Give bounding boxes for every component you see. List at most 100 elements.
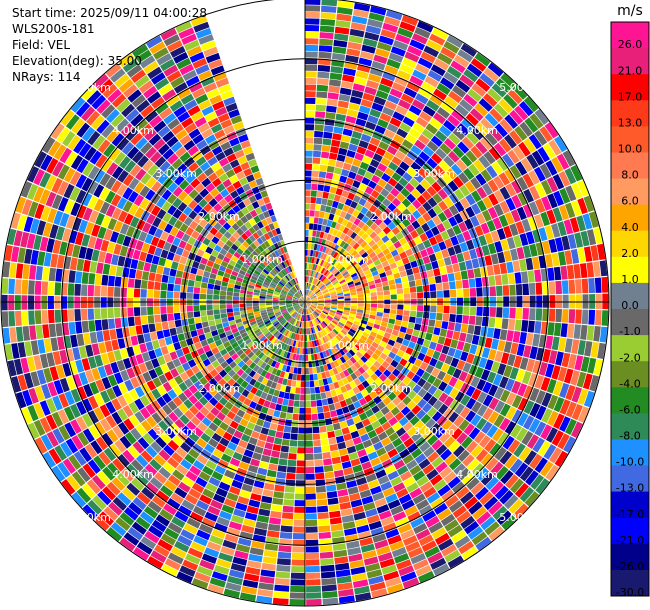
range-gate-cell	[314, 459, 324, 467]
range-gate-cell	[475, 417, 488, 431]
range-gate-cell	[315, 230, 321, 238]
range-gate-cell	[275, 227, 282, 235]
range-gate-cell	[395, 105, 408, 116]
range-gate-cell	[329, 289, 336, 293]
range-gate-cell	[33, 186, 45, 203]
range-gate-cell	[411, 99, 426, 111]
range-gate-cell	[357, 449, 367, 458]
range-gate-cell	[545, 335, 554, 350]
range-gate-cell	[111, 166, 124, 180]
range-gate-cell	[182, 559, 199, 571]
range-gate-cell	[126, 482, 141, 496]
range-gate-cell	[291, 559, 305, 566]
range-gate-cell	[441, 172, 452, 184]
range-gate-cell	[223, 498, 237, 508]
range-gate-cell	[193, 311, 201, 318]
range-gate-cell	[310, 313, 315, 320]
range-ring-label: 3.00km	[155, 425, 197, 438]
range-gate-cell	[220, 290, 227, 296]
range-gate-cell	[387, 470, 400, 481]
range-gate-cell	[449, 387, 459, 399]
range-gate-cell	[110, 522, 127, 537]
range-gate-cell	[570, 421, 583, 438]
range-gate-cell	[557, 366, 568, 382]
range-gate-cell	[318, 323, 324, 330]
range-gate-cell	[300, 302, 305, 307]
range-gate-cell	[245, 566, 261, 576]
range-gate-cell	[168, 411, 179, 423]
range-gate-cell	[540, 211, 551, 227]
range-gate-cell	[409, 286, 417, 293]
range-gate-cell	[353, 320, 361, 326]
range-gate-cell	[305, 157, 313, 164]
range-gate-cell	[147, 164, 159, 176]
range-gate-cell	[431, 527, 447, 540]
range-gate-cell	[323, 125, 334, 133]
range-gate-cell	[209, 227, 218, 236]
range-gate-cell	[236, 424, 246, 433]
range-gate-cell	[234, 284, 241, 290]
range-gate-cell	[257, 245, 265, 253]
range-gate-cell	[74, 232, 84, 246]
range-gate-cell	[300, 314, 303, 321]
range-gate-cell	[411, 188, 421, 199]
range-gate-cell	[167, 400, 178, 411]
range-gate-cell	[93, 407, 105, 421]
range-gate-cell	[561, 280, 569, 294]
range-gate-cell	[245, 359, 253, 367]
range-gate-cell	[266, 298, 273, 302]
range-gate-cell	[312, 347, 317, 354]
range-gate-cell	[514, 125, 528, 141]
range-gate-cell	[264, 442, 274, 450]
range-gate-cell	[286, 295, 293, 299]
range-gate-cell	[260, 311, 268, 316]
range-gate-cell	[306, 308, 309, 315]
range-gate-cell	[375, 315, 383, 321]
range-gate-cell	[144, 360, 154, 371]
range-gate-cell	[322, 277, 328, 283]
range-gate-cell	[111, 133, 125, 147]
range-gate-cell	[411, 448, 423, 459]
range-gate-cell	[293, 297, 299, 300]
range-gate-cell	[303, 308, 305, 315]
range-gate-cell	[436, 290, 444, 298]
range-ring-label: 5.00km	[69, 511, 111, 524]
range-gate-cell	[366, 368, 374, 377]
range-gate-cell	[486, 327, 495, 338]
range-gate-cell	[226, 492, 239, 502]
range-gate-cell	[435, 444, 448, 456]
range-gate-cell	[279, 298, 286, 301]
range-gate-cell	[523, 415, 535, 430]
range-gate-cell	[391, 546, 407, 558]
range-gate-cell	[493, 414, 505, 428]
range-gate-cell	[424, 75, 439, 88]
range-gate-cell	[333, 469, 344, 478]
range-gate-cell	[174, 319, 182, 328]
range-gate-cell	[417, 352, 426, 361]
range-gate-cell	[189, 465, 202, 476]
range-gate-cell	[326, 99, 338, 107]
range-gate-cell	[577, 340, 586, 356]
range-gate-cell	[352, 242, 360, 250]
range-gate-cell	[436, 177, 447, 188]
range-gate-cell	[148, 525, 164, 538]
range-gate-cell	[249, 362, 257, 370]
range-gate-cell	[178, 355, 188, 365]
range-gate-cell	[384, 167, 395, 177]
range-gate-cell	[470, 414, 482, 427]
range-gate-cell	[370, 381, 379, 390]
range-gate-cell	[94, 421, 106, 436]
range-gate-cell	[167, 182, 179, 193]
range-gate-cell	[253, 381, 261, 389]
range-gate-cell	[288, 273, 293, 280]
range-gate-cell	[327, 313, 334, 319]
range-gate-cell	[138, 80, 154, 94]
range-gate-cell	[458, 221, 468, 233]
range-gate-cell	[300, 298, 305, 302]
range-gate-cell	[534, 214, 544, 229]
range-gate-cell	[457, 449, 470, 462]
range-gate-cell	[214, 351, 222, 360]
range-gate-cell	[11, 343, 20, 359]
range-gate-cell	[407, 214, 416, 224]
range-gate-cell	[189, 374, 199, 384]
